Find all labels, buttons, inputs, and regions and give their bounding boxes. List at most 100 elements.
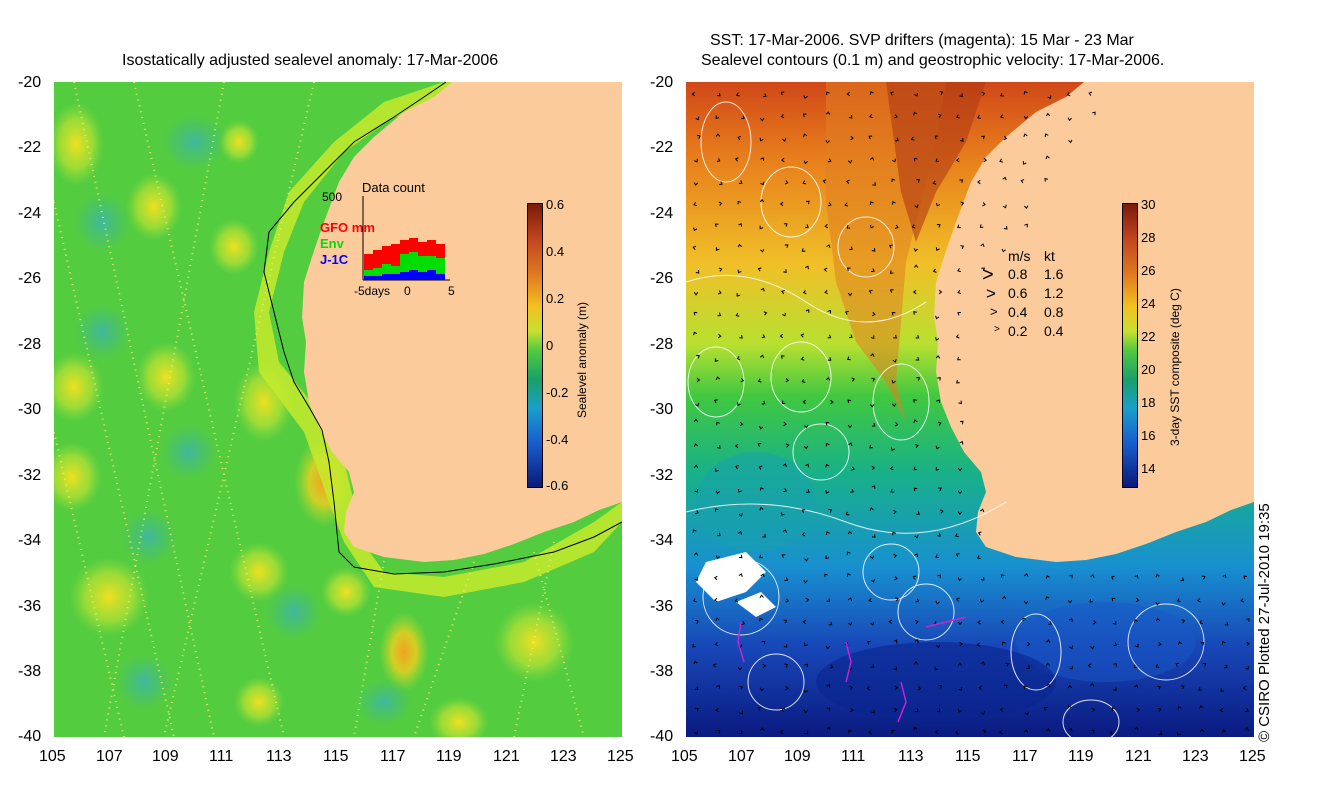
velocity-arrow — [1158, 731, 1163, 736]
velocity-arrow — [935, 247, 940, 251]
velocity-arrow — [977, 531, 982, 536]
cbar-tick: -0.2 — [546, 385, 569, 400]
velocity-arrow — [890, 729, 895, 734]
cbar-tick: 0.2 — [546, 291, 565, 306]
velocity-arrow — [980, 508, 985, 513]
velocity-arrow — [871, 377, 876, 382]
velocity-legend: m/s kt > 0.8 1.6 > 0.6 1.2 > 0.4 0.8 > 0… — [982, 248, 1064, 339]
velocity-arrow — [716, 158, 721, 162]
velocity-arrow — [784, 180, 789, 185]
velocity-arrow — [957, 467, 963, 472]
velocity-arrow — [1220, 688, 1225, 692]
velocity-arrow — [894, 114, 898, 119]
velocity-arrow — [824, 223, 829, 229]
velocity-arrow — [1198, 687, 1203, 691]
velocity-arrow — [845, 511, 850, 516]
velocity-arrow — [800, 333, 805, 338]
velocity-arrow — [957, 490, 963, 495]
velocity-arrow — [827, 309, 832, 314]
velocity-arrow — [800, 356, 805, 361]
velocity-arrow — [1200, 642, 1205, 646]
velocity-arrow — [957, 224, 961, 229]
velocity-arrow — [1067, 599, 1073, 604]
legend-gfo: GFO mm — [320, 220, 375, 235]
x-tick: 115 — [323, 748, 349, 765]
velocity-arrow — [739, 730, 743, 735]
cbar-tick: 14 — [1141, 461, 1156, 476]
velocity-arrow — [717, 333, 722, 339]
velocity-arrow — [1043, 706, 1048, 711]
cbar-tick: 16 — [1141, 428, 1156, 443]
velocity-arrow — [979, 224, 984, 228]
velocity-arrow — [913, 248, 919, 252]
velocity-arrow — [1136, 707, 1141, 713]
velocity-arrow — [1044, 178, 1049, 182]
velocity-arrow — [804, 663, 808, 668]
legend-env: Env — [320, 236, 344, 251]
velocity-arrow — [1111, 597, 1116, 602]
x-tick: 107 — [728, 748, 755, 765]
velocity-arrow — [914, 553, 918, 558]
velocity-arrow — [825, 645, 831, 650]
velocity-arrow — [714, 358, 719, 362]
velocity-arrow — [1002, 176, 1007, 181]
velocity-arrow — [1133, 664, 1138, 669]
velocity-arrow — [827, 334, 832, 339]
velocity-arrow — [826, 726, 831, 731]
velocity-arrow — [935, 354, 941, 359]
velocity-arrow — [957, 662, 963, 666]
velocity-arrow — [935, 202, 941, 207]
velocity-arrow — [847, 424, 853, 429]
velocity-arrow — [934, 729, 939, 735]
velocity-arrow — [938, 684, 943, 689]
velocity-arrow — [760, 248, 765, 253]
y-tick: -34 — [18, 532, 42, 549]
velocity-arrow — [892, 531, 896, 536]
right-map-title-line1: SST: 17-Mar-2006. SVP drifters (magenta)… — [710, 32, 1134, 49]
velocity-arrow — [759, 198, 765, 203]
velocity-arrow — [913, 399, 917, 403]
velocity-arrow — [1175, 662, 1180, 667]
x-tick: 105 — [671, 748, 698, 765]
velocity-arrow — [825, 421, 830, 426]
velocity-arrow — [693, 227, 698, 232]
velocity-arrow — [826, 683, 831, 688]
y-tick: -24 — [18, 205, 42, 222]
velocity-arrow — [825, 555, 830, 560]
velocity-arrow — [1045, 662, 1051, 667]
velocity-arrow — [757, 442, 762, 447]
velocity-arrow — [870, 335, 875, 340]
velocity-arrow — [694, 158, 698, 163]
y-tick: -34 — [650, 532, 674, 549]
velocity-arrow — [738, 530, 743, 535]
y-tick: -40 — [650, 728, 674, 745]
velocity-arrow — [783, 619, 788, 624]
velocity-arrow — [868, 289, 873, 294]
velocity-arrow — [785, 378, 790, 383]
velocity-arrow — [1110, 575, 1115, 580]
velocity-arrow — [894, 422, 899, 427]
velocity-arrow — [1047, 95, 1052, 100]
velocity-arrow — [1245, 666, 1249, 670]
velocity-arrow — [715, 707, 719, 713]
velocity-arrow — [713, 597, 718, 603]
velocity-arrow — [1000, 619, 1005, 625]
velocity-arrow — [934, 666, 939, 671]
velocity-arrow — [891, 403, 897, 407]
velocity-arrow — [757, 378, 762, 383]
velocity-arrow — [915, 619, 919, 625]
velocity-arrow — [1003, 225, 1008, 230]
velocity-arrow — [804, 424, 809, 429]
velocity-arrow — [914, 639, 919, 643]
velocity-arrow — [847, 399, 852, 404]
velocity-arrow — [1180, 577, 1185, 582]
velocity-arrow — [780, 91, 785, 96]
y-tick: -30 — [18, 401, 42, 418]
velocity-arrow — [1181, 619, 1186, 624]
velocity-arrow — [981, 91, 986, 96]
velocity-arrow — [693, 418, 699, 423]
velocity-arrow — [824, 289, 828, 295]
cbar-tick: 0 — [546, 338, 554, 353]
velocity-arrow — [1045, 727, 1051, 732]
velocity-arrow — [693, 202, 697, 207]
